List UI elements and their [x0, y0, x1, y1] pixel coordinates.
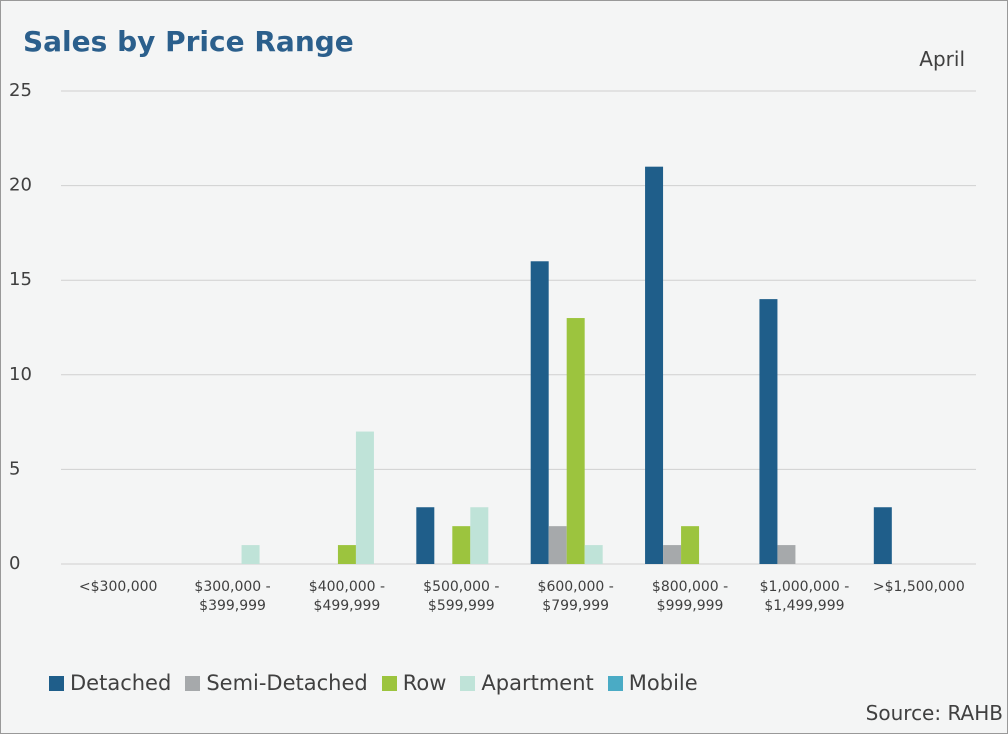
bar [584, 545, 603, 564]
bar [241, 545, 260, 564]
bar [548, 526, 567, 564]
bar [873, 507, 892, 564]
legend-item: Apartment [460, 671, 594, 695]
y-tick-label: 5 [9, 458, 20, 479]
legend-label: Semi-Detached [206, 671, 368, 695]
bar [759, 299, 778, 564]
x-tick-label: $800,000 - $999,999 [651, 579, 729, 614]
legend-label: Mobile [628, 671, 698, 695]
x-tick-label: $600,000 - $799,999 [537, 579, 614, 614]
legend-swatch [460, 675, 476, 691]
subtitle: April [919, 47, 965, 71]
y-tick-label: 10 [9, 364, 32, 385]
x-tick-label: >$1,500,000 [872, 579, 965, 595]
legend-item: Row [381, 671, 447, 695]
bar [645, 166, 664, 564]
x-tick-label: <$300,000 [78, 579, 158, 595]
source: Source: RAHB [865, 701, 1003, 725]
legend-label: Detached [70, 671, 172, 695]
y-tick-label: 20 [9, 175, 32, 196]
bar [663, 545, 682, 564]
bar [452, 526, 471, 564]
y-tick-label: 25 [9, 80, 32, 101]
bar [470, 507, 489, 564]
chart-title: Sales by Price Range [23, 25, 354, 58]
legend-item: Mobile [607, 671, 698, 695]
x-tick-label: $1,000,000 - $1,499,999 [759, 579, 850, 614]
bar [355, 431, 374, 564]
x-tick-label: $400,000 - $499,999 [308, 579, 386, 614]
legend-swatch [381, 675, 397, 691]
legend-swatch [607, 675, 623, 691]
bar [777, 545, 796, 564]
y-tick-label: 15 [9, 269, 32, 290]
legend-item: Detached [49, 671, 171, 695]
x-tick-label: $300,000 - $399,999 [194, 579, 271, 614]
bar [416, 507, 435, 564]
legend: Detached Semi-Detached Row Apartment Mobile [49, 671, 698, 695]
bar [530, 261, 549, 564]
legend-item: Semi-Detached [185, 671, 368, 695]
bar [566, 318, 585, 564]
legend-swatch [185, 675, 201, 691]
legend-label: Apartment [481, 671, 594, 695]
x-tick-label: $500,000 - $599,999 [423, 579, 500, 614]
bar [681, 526, 700, 564]
bar [337, 545, 356, 564]
legend-label: Row [402, 671, 447, 695]
y-tick-label: 0 [9, 553, 20, 574]
legend-swatch [49, 675, 64, 691]
